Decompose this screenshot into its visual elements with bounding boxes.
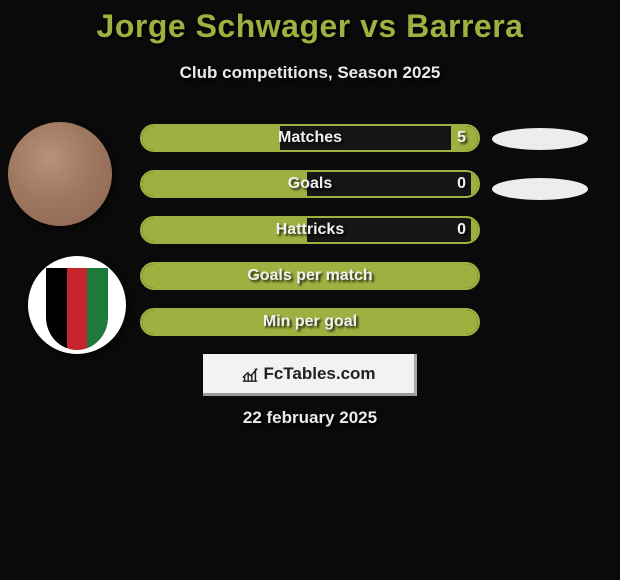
stat-bar-label: Min per goal <box>142 310 478 334</box>
stat-bar: Matches5 <box>140 124 480 152</box>
stat-bar-value: 0 <box>457 172 466 196</box>
avatar-column: PALESTINO <box>8 122 126 354</box>
stat-bar: Min per goal <box>140 308 480 336</box>
club-badge-stripes <box>46 268 108 350</box>
brand-text: FcTables.com <box>263 364 375 384</box>
subtitle: Club competitions, Season 2025 <box>0 63 620 83</box>
page-title: Jorge Schwager vs Barrera <box>0 0 620 45</box>
brand-box: FcTables.com <box>203 354 417 396</box>
stat-bar-value: 5 <box>457 126 466 150</box>
stat-bar: Hattricks0 <box>140 216 480 244</box>
chart-icon <box>241 365 259 383</box>
stat-bars: Matches5Goals0Hattricks0Goals per matchM… <box>140 124 480 354</box>
stat-bar: Goals0 <box>140 170 480 198</box>
player-avatar-1 <box>8 122 112 226</box>
stat-bar-value: 0 <box>457 218 466 242</box>
club-badge: PALESTINO <box>28 256 126 354</box>
stat-bar-label: Hattricks <box>142 218 478 242</box>
stat-bar-label: Goals <box>142 172 478 196</box>
stat-bar-label: Goals per match <box>142 264 478 288</box>
stat-bar-label: Matches <box>142 126 478 150</box>
right-pill <box>492 178 588 200</box>
date-text: 22 february 2025 <box>0 408 620 428</box>
stat-bar: Goals per match <box>140 262 480 290</box>
right-pill <box>492 128 588 150</box>
